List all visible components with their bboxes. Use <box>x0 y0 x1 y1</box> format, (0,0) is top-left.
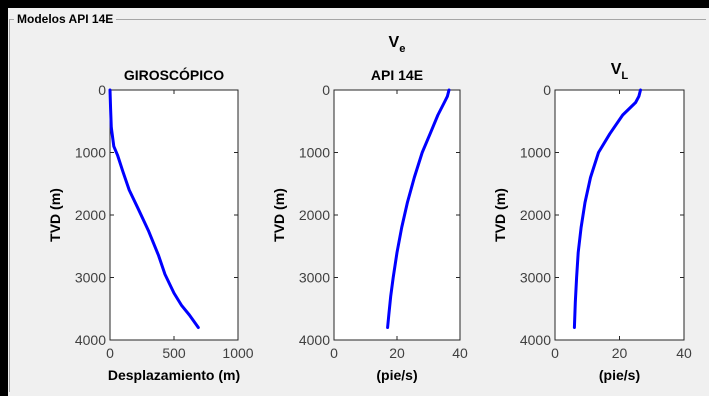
x-tick-label: 20 <box>612 345 628 361</box>
x-axis-label: (pie/s) <box>599 367 640 383</box>
series-line <box>386 88 451 329</box>
x-tick-label: 0 <box>106 345 114 361</box>
y-tick-label: 3000 <box>299 270 330 286</box>
y-tick-label: 1000 <box>299 145 330 161</box>
x-tick-label: 0 <box>551 345 559 361</box>
x-tick-label: 20 <box>389 345 405 361</box>
y-tick-label: 0 <box>322 82 330 98</box>
y-tick-label: 2000 <box>520 207 551 223</box>
y-tick-label: 0 <box>543 82 551 98</box>
y-tick-label: 2000 <box>75 207 106 223</box>
y-axis-label: TVD (m) <box>271 188 287 242</box>
x-tick-label: 0 <box>330 345 338 361</box>
y-tick-label: 2000 <box>299 207 330 223</box>
y-axis-label: TVD (m) <box>47 188 63 242</box>
chart-title: VL <box>611 61 629 82</box>
x-tick-label: 40 <box>676 345 692 361</box>
y-tick-label: 3000 <box>75 270 106 286</box>
y-tick-label: 1000 <box>75 145 106 161</box>
groupbox-title: Modelos API 14E <box>14 12 117 26</box>
chart-supertitle: Ve <box>389 34 406 55</box>
y-tick-label: 0 <box>98 82 106 98</box>
chart-title: API 14E <box>371 67 423 83</box>
y-axis-label: TVD (m) <box>492 188 508 242</box>
y-tick-label: 1000 <box>520 145 551 161</box>
series-line <box>108 88 200 329</box>
x-axis-label: (pie/s) <box>376 367 417 383</box>
chart-title: GIROSCÓPICO <box>124 66 224 83</box>
x-tick-label: 1000 <box>222 345 253 361</box>
y-tick-label: 4000 <box>75 332 106 348</box>
x-tick-label: 40 <box>452 345 468 361</box>
x-tick-label: 500 <box>162 345 186 361</box>
groupbox-frame <box>9 19 706 392</box>
axes-box <box>109 89 239 341</box>
y-tick-label: 3000 <box>520 270 551 286</box>
y-tick-label: 4000 <box>520 332 551 348</box>
y-tick-label: 4000 <box>299 332 330 348</box>
axes-box <box>333 89 461 341</box>
series-line <box>572 88 642 329</box>
x-axis-label: Desplazamiento (m) <box>108 367 240 383</box>
